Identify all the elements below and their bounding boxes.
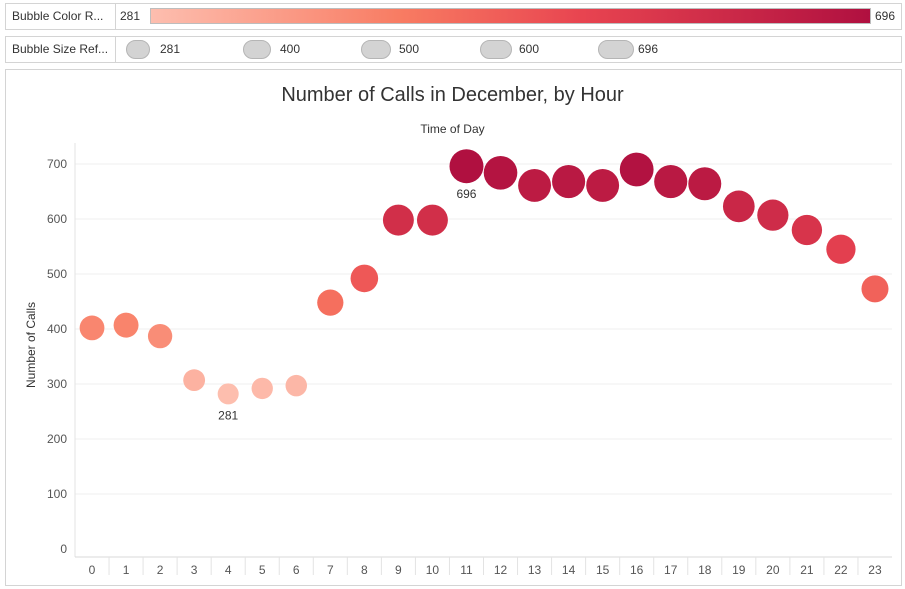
y-tick-label: 400: [47, 322, 67, 336]
size-legend-label: 400: [280, 42, 301, 56]
data-bubble: [217, 383, 239, 405]
data-bubble: [826, 234, 856, 264]
size-swatch: [480, 40, 512, 59]
data-bubble: [757, 199, 789, 231]
chart-title: Number of Calls in December, by Hour: [281, 84, 624, 106]
color-legend-min: 281: [120, 9, 141, 23]
size-legend-label: 281: [160, 42, 181, 56]
x-tick-label: 8: [361, 563, 368, 577]
x-tick-label: 4: [225, 563, 232, 577]
data-bubble: [113, 312, 139, 338]
data-label: 281: [218, 408, 238, 422]
x-tick-label: 16: [630, 563, 644, 577]
x-tick-label: 2: [157, 563, 164, 577]
data-bubble: [317, 289, 344, 316]
y-tick-label: 100: [47, 487, 67, 501]
y-tick-label: 200: [47, 432, 67, 446]
x-tick-label: 19: [732, 563, 746, 577]
data-bubble: [147, 323, 173, 349]
x-tick-label: 20: [766, 563, 780, 577]
data-bubble: [619, 152, 654, 187]
data-bubble: [722, 190, 755, 223]
x-tick-label: 7: [327, 563, 334, 577]
x-tick-label: 22: [834, 563, 848, 577]
x-tick-label: 1: [123, 563, 130, 577]
color-gradient-bar: [150, 8, 871, 24]
x-tick-label: 9: [395, 563, 402, 577]
x-tick-label: 13: [528, 563, 542, 577]
y-tick-label: 500: [47, 267, 67, 281]
data-bubble: [483, 155, 518, 190]
data-bubble: [552, 165, 586, 199]
data-bubble: [861, 275, 889, 303]
size-swatch: [361, 40, 391, 59]
data-bubble: [251, 377, 273, 400]
x-tick-label: 12: [494, 563, 508, 577]
y-tick-label: 700: [47, 157, 67, 171]
x-axis-title: Time of Day: [420, 122, 485, 136]
x-tick-label: 15: [596, 563, 610, 577]
data-bubble: [518, 168, 552, 202]
size-legend: Bubble Size Ref... 281 400 500 600 696: [5, 36, 902, 63]
y-tick-label: 0: [60, 542, 67, 556]
data-bubble: [183, 369, 206, 392]
size-swatch: [598, 40, 634, 59]
x-tick-label: 0: [89, 563, 96, 577]
color-legend-title[interactable]: Bubble Color R...: [6, 4, 116, 29]
data-bubble: [586, 168, 620, 202]
size-legend-label: 500: [399, 42, 420, 56]
size-legend-label: 696: [638, 42, 659, 56]
data-bubble: [285, 374, 308, 397]
x-tick-label: 3: [191, 563, 198, 577]
data-bubble: [416, 204, 448, 236]
data-bubble: [688, 167, 722, 201]
x-tick-label: 17: [664, 563, 678, 577]
data-bubble: [654, 165, 688, 199]
size-swatch: [243, 40, 271, 59]
data-bubble: [350, 264, 379, 293]
size-legend-label: 600: [519, 42, 540, 56]
color-legend-max: 696: [874, 9, 895, 23]
x-tick-label: 14: [562, 563, 576, 577]
x-tick-label: 11: [460, 563, 473, 577]
x-tick-label: 18: [698, 563, 712, 577]
data-bubble: [79, 315, 105, 341]
data-bubble: [382, 204, 414, 236]
x-tick-label: 21: [800, 563, 814, 577]
data-label: 696: [456, 187, 476, 201]
size-legend-title[interactable]: Bubble Size Ref...: [6, 37, 116, 62]
y-tick-label: 600: [47, 212, 67, 226]
y-tick-label: 300: [47, 377, 67, 391]
x-tick-label: 6: [293, 563, 300, 577]
data-bubble: [791, 214, 823, 246]
color-legend: Bubble Color R... 281 696: [5, 3, 902, 30]
x-tick-label: 23: [868, 563, 882, 577]
size-swatch: [126, 40, 150, 59]
x-tick-label: 10: [426, 563, 440, 577]
data-bubble: [449, 149, 484, 184]
x-tick-label: 5: [259, 563, 266, 577]
